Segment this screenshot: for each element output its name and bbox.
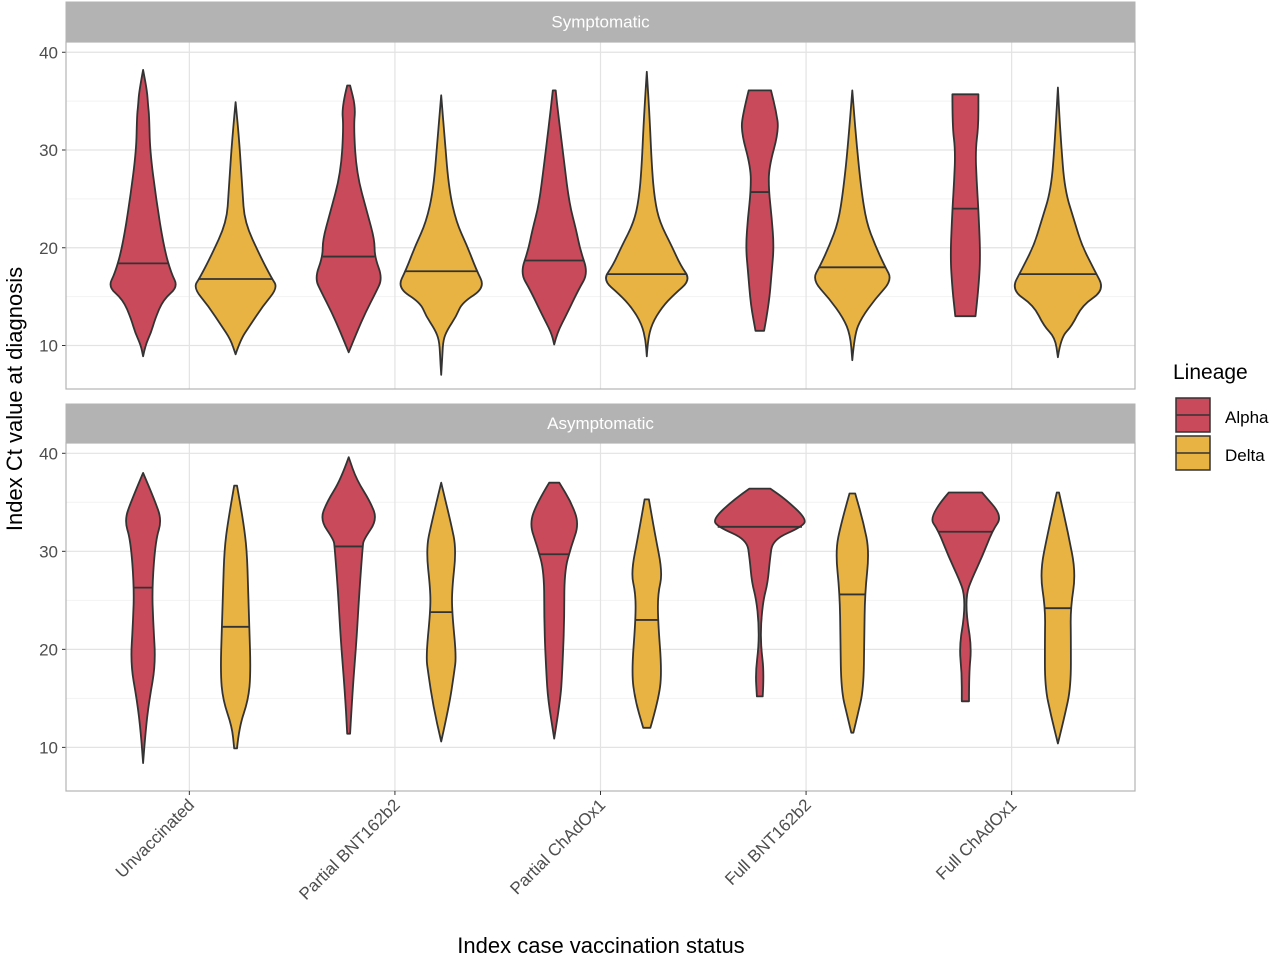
violin-alpha xyxy=(109,69,177,358)
violin-alpha xyxy=(521,89,587,346)
x-tick-label: Full ChAdOx1 xyxy=(932,795,1020,883)
y-tick-label: 20 xyxy=(39,239,58,258)
x-axis-title: Index case vaccination status xyxy=(457,933,744,958)
violin-delta xyxy=(631,498,663,729)
panel-border xyxy=(65,41,1136,390)
violin-alpha xyxy=(125,472,161,764)
facet-strip xyxy=(65,403,1136,443)
y-tick-label: 40 xyxy=(39,444,58,463)
violin-delta xyxy=(1040,491,1076,745)
facet-panels: Symptomatic 10 20 30 40 Asymptomatic 10 20 30 40 xyxy=(39,1,1136,792)
violin-delta xyxy=(605,70,689,358)
legend-title: Lineage xyxy=(1173,361,1248,384)
violin-delta xyxy=(220,484,252,750)
x-tick-label: Full BNT162b2 xyxy=(721,795,815,889)
violin-alpha xyxy=(315,84,382,354)
panel-symptomatic: Symptomatic 10 20 30 40 xyxy=(39,1,1136,390)
y-tick-label: 40 xyxy=(39,43,58,62)
violin-delta xyxy=(1013,86,1102,359)
violin-alpha xyxy=(530,481,578,740)
legend: Lineage Alpha Delta xyxy=(1173,361,1269,471)
violin-alpha xyxy=(321,456,376,735)
facet-strip-label: Symptomatic xyxy=(551,13,650,32)
x-tick-label: Unvaccinated xyxy=(112,795,198,881)
violin-alpha xyxy=(740,89,779,332)
y-tick-label: 10 xyxy=(39,738,58,757)
facet-strip-label: Asymptomatic xyxy=(547,414,654,433)
x-tick-label: Partial BNT162b2 xyxy=(295,795,403,903)
facet-strip xyxy=(65,1,1136,42)
violin-alpha xyxy=(931,491,1000,703)
violin-delta xyxy=(814,89,891,362)
legend-label-delta: Delta xyxy=(1225,446,1265,465)
y-tick-label: 30 xyxy=(39,542,58,561)
y-tick-label: 10 xyxy=(39,337,58,356)
x-tick-label: Partial ChAdOx1 xyxy=(506,795,609,898)
violin-alpha xyxy=(714,487,806,698)
x-axis-tick-labels: Unvaccinated Partial BNT162b2 Partial ChAd… xyxy=(112,791,1020,904)
y-axis-title: Index Ct value at diagnosis xyxy=(2,267,27,531)
y-tick-label: 30 xyxy=(39,141,58,160)
y-tick-label: 20 xyxy=(39,640,58,659)
legend-label-alpha: Alpha xyxy=(1225,408,1269,427)
violin-delta xyxy=(194,101,277,356)
violin-delta xyxy=(399,94,483,376)
panel-asymptomatic: Asymptomatic 10 20 30 40 xyxy=(39,403,1136,792)
violin-delta xyxy=(835,492,869,734)
violin-alpha xyxy=(949,93,981,318)
